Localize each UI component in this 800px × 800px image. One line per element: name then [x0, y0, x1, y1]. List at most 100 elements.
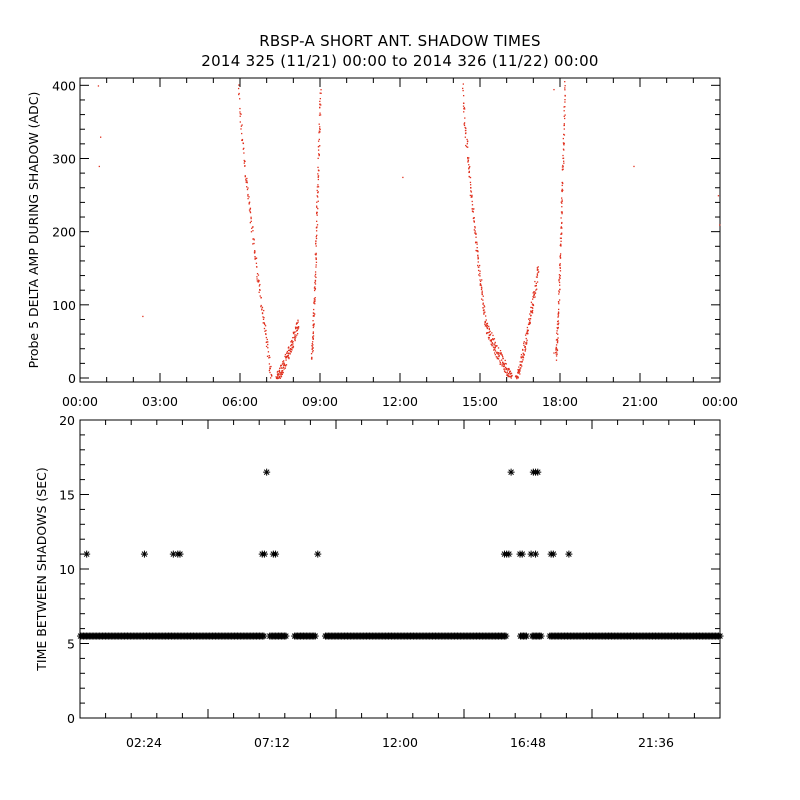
top-data-point — [247, 193, 249, 196]
top-data-point — [501, 365, 503, 367]
top-data-point — [280, 373, 282, 375]
top-data-point — [557, 316, 559, 318]
top-data-point — [482, 295, 484, 297]
top-data-point — [506, 374, 508, 376]
top-data-point — [282, 370, 284, 372]
top-data-point — [269, 356, 271, 359]
top-data-point — [483, 309, 485, 311]
top-data-point — [534, 285, 536, 287]
top-data-point — [297, 328, 299, 330]
top-data-point — [317, 200, 319, 202]
top-data-point — [491, 342, 493, 344]
top-data-point — [479, 275, 481, 277]
top-data-point — [557, 315, 560, 317]
top-data-point — [242, 142, 244, 144]
top-data-point — [514, 376, 517, 378]
top-data-point — [295, 330, 298, 332]
top-data-point — [98, 165, 100, 168]
bottom-y-tick-label: 10 — [59, 562, 75, 577]
top-data-point — [286, 350, 289, 353]
top-data-point — [499, 360, 501, 362]
top-data-point — [515, 375, 517, 377]
top-data-point — [314, 286, 316, 288]
top-data-point — [504, 362, 506, 365]
top-data-point — [253, 252, 256, 254]
top-data-point — [315, 237, 318, 240]
top-data-point — [517, 369, 519, 371]
top-data-point — [296, 333, 299, 335]
top-data-point — [521, 365, 523, 367]
top-data-point — [507, 368, 509, 370]
top-data-point — [318, 169, 320, 172]
top-data-point — [525, 348, 527, 350]
top-data-point — [468, 170, 471, 173]
top-data-point — [249, 208, 252, 210]
top-data-point — [480, 298, 483, 300]
top-data-point — [277, 376, 279, 378]
top-data-point — [558, 264, 561, 266]
top-data-point — [318, 114, 321, 116]
top-data-point — [532, 307, 534, 309]
top-data-point — [491, 332, 493, 334]
top-data-point — [280, 372, 282, 374]
top-data-point — [244, 160, 246, 162]
top-y-tick-label: 300 — [52, 151, 76, 166]
top-data-point — [466, 143, 468, 145]
top-data-point — [280, 365, 282, 367]
top-data-point — [557, 327, 559, 330]
top-data-point — [482, 307, 484, 309]
top-data-point — [314, 280, 317, 282]
top-data-point — [483, 304, 485, 307]
top-data-point — [317, 173, 319, 175]
top-data-point — [560, 244, 562, 246]
top-data-point — [263, 327, 266, 330]
top-data-point — [248, 209, 251, 211]
top-data-point — [510, 377, 512, 379]
top-data-point — [241, 139, 243, 142]
top-data-point — [312, 347, 314, 349]
top-x-tick-label: 21:00 — [622, 394, 658, 409]
top-data-point — [312, 326, 315, 329]
top-data-point — [557, 326, 559, 329]
top-data-point — [561, 166, 564, 168]
top-data-point — [562, 189, 564, 191]
top-data-point — [294, 337, 296, 339]
top-data-point — [563, 115, 565, 117]
top-data-point — [468, 171, 470, 174]
top-data-point — [287, 352, 290, 354]
top-data-point — [465, 146, 468, 148]
top-data-point — [277, 370, 279, 373]
top-data-point — [280, 367, 282, 369]
top-data-point — [292, 341, 294, 343]
top-data-point — [265, 333, 267, 335]
top-data-point — [296, 329, 298, 331]
top-data-point — [269, 371, 271, 374]
bottom-plot-frame — [79, 419, 721, 719]
top-data-point — [462, 89, 464, 92]
top-data-point — [555, 351, 557, 354]
top-data-point — [469, 194, 471, 197]
top-data-point — [277, 373, 279, 375]
top-data-point — [282, 362, 284, 364]
top-data-point — [289, 349, 291, 351]
top-data-point — [264, 325, 267, 327]
top-data-point — [282, 371, 284, 374]
top-data-point — [563, 123, 565, 125]
top-data-point — [320, 104, 322, 106]
top-data-point — [530, 311, 532, 314]
bottom-data-point — [502, 632, 510, 640]
top-data-point — [494, 343, 496, 345]
top-data-point — [522, 349, 524, 351]
top-data-point — [486, 324, 489, 327]
top-data-point — [291, 341, 293, 344]
top-data-point — [297, 327, 300, 329]
top-data-point — [240, 113, 242, 115]
top-data-point — [505, 367, 508, 370]
top-data-point — [529, 321, 531, 324]
top-data-point — [245, 178, 247, 180]
top-data-point — [516, 375, 518, 378]
top-data-point — [280, 364, 283, 367]
bottom-data-point — [505, 550, 513, 558]
top-data-point — [558, 291, 560, 293]
top-data-point — [561, 199, 563, 201]
